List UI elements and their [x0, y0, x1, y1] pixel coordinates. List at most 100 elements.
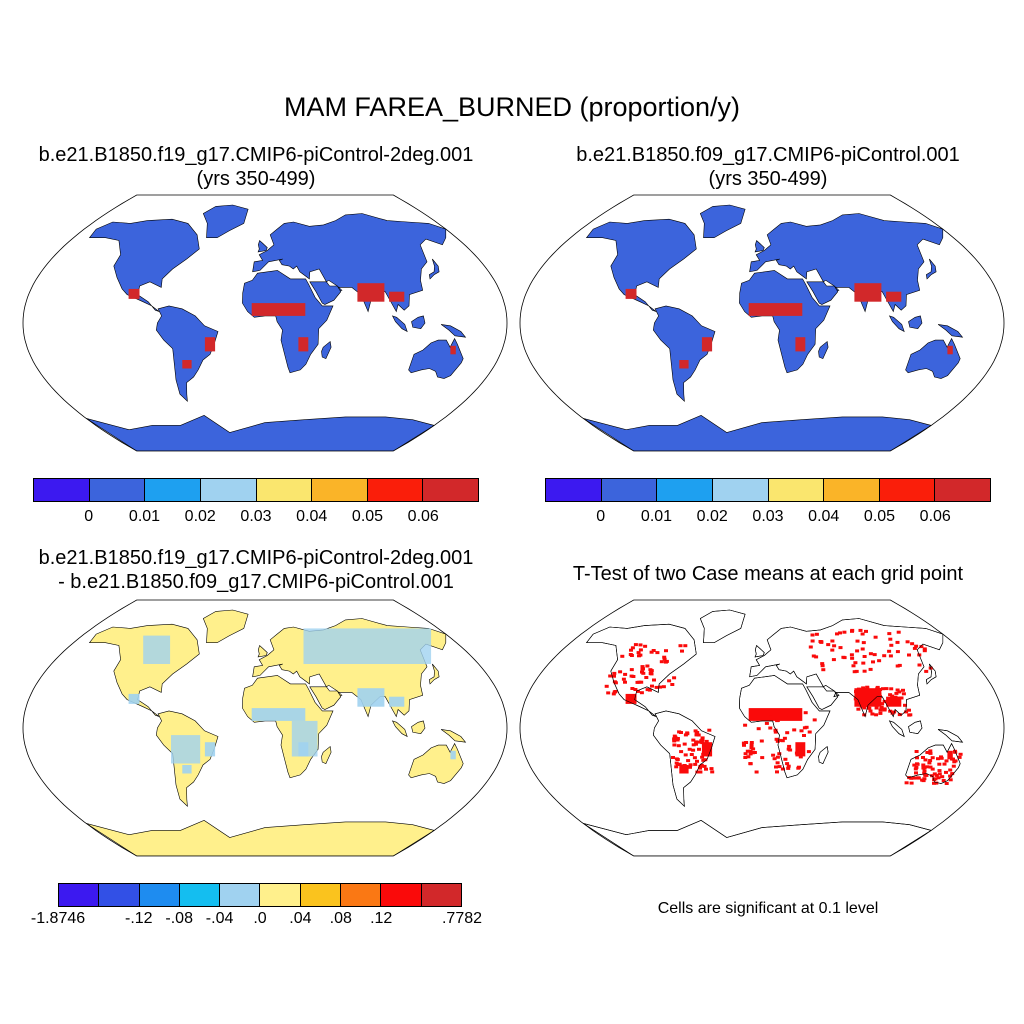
continent-uk	[257, 239, 268, 253]
signif-cell	[780, 739, 785, 743]
map-border	[22, 599, 508, 857]
continent-japan	[428, 663, 440, 685]
signif-cell	[612, 671, 617, 675]
map-border	[519, 194, 1005, 452]
signif-cell	[868, 709, 873, 713]
signif-cell	[649, 650, 654, 654]
signif-cell	[691, 738, 696, 742]
signif-cell	[756, 727, 761, 731]
signif-cell	[679, 731, 683, 734]
signif-cell	[695, 770, 700, 774]
signif-cell	[820, 664, 825, 668]
signif-cell	[620, 654, 625, 658]
signif-cell	[889, 687, 894, 691]
signif-cell	[865, 704, 869, 708]
signif-cell	[691, 748, 696, 752]
colorbar-swatch	[381, 884, 422, 906]
colorbar-swatch	[89, 479, 146, 501]
signif-cell	[636, 689, 640, 693]
signif-cell	[937, 772, 942, 776]
signif-cell	[745, 749, 750, 753]
signif-cell	[786, 764, 791, 768]
signif-cell	[608, 674, 613, 678]
signif-cell	[743, 752, 748, 756]
signif-cell	[649, 672, 654, 676]
signif-cell	[682, 768, 687, 772]
signif-cell	[907, 653, 911, 657]
signif-cell	[903, 703, 907, 707]
coastline-australia	[905, 742, 961, 784]
signif-cell	[872, 691, 877, 695]
signif-cell	[812, 718, 817, 722]
signif-cell	[830, 639, 835, 643]
signif-cell	[849, 653, 854, 657]
signif-cell	[746, 755, 751, 759]
significance-note: Cells are significant at 0.1 level	[657, 900, 879, 917]
panel4-title-line1: T-Test of two Case means at each grid po…	[572, 563, 964, 585]
signif-cell	[863, 688, 868, 691]
signif-cell	[678, 644, 683, 648]
signif-cell	[692, 756, 697, 760]
continent-europe-asia	[749, 213, 944, 313]
signif-cell	[850, 628, 855, 632]
signif-cell	[679, 750, 684, 754]
signif-cell	[925, 765, 930, 769]
continent-new-guinea	[937, 324, 964, 338]
signif-cell	[664, 649, 668, 653]
signif-cell	[928, 749, 933, 753]
signif-cell	[673, 735, 678, 739]
signif-cell	[749, 746, 754, 749]
signif-cell	[950, 772, 955, 776]
signif-cell	[752, 751, 757, 754]
field-region	[748, 303, 803, 316]
field-region	[291, 720, 318, 757]
signif-cell	[618, 670, 623, 674]
continent-africa	[739, 675, 831, 779]
signif-cell	[628, 653, 633, 656]
signif-cell	[748, 749, 753, 753]
continent-japan	[925, 258, 937, 280]
signif-cell	[914, 771, 918, 775]
signif-cell	[693, 762, 698, 766]
signif-cell	[897, 690, 902, 694]
coastline-antarctica	[582, 820, 932, 856]
continent-madagascar	[818, 340, 829, 359]
signif-cell	[937, 762, 942, 766]
signif-cell	[859, 692, 864, 696]
signif-cell	[893, 695, 898, 699]
colorbar-swatch	[657, 479, 713, 501]
signif-cell	[672, 739, 677, 743]
signif-cell	[910, 642, 915, 646]
signif-cell	[700, 736, 705, 740]
signif-cell	[683, 753, 688, 757]
signif-cell	[934, 781, 939, 785]
colorbar-tick-label: 0.04	[808, 508, 840, 525]
panel1-title-line2: (yrs 350-499)	[196, 168, 316, 190]
signif-cell	[912, 776, 917, 780]
signif-cell	[686, 759, 691, 763]
field-region	[182, 360, 192, 369]
signif-cell	[820, 662, 825, 666]
colorbar-tick-label: 0	[596, 508, 606, 525]
signif-cell	[897, 663, 902, 667]
signif-cell	[912, 763, 917, 767]
signif-cell	[936, 757, 940, 761]
colorbar-tick-label: .08	[329, 910, 352, 927]
field-region	[251, 303, 306, 316]
signif-cell	[783, 716, 788, 720]
signif-cell	[878, 708, 883, 712]
signif-cell	[773, 728, 778, 732]
signif-cell	[771, 753, 776, 757]
signif-cell	[783, 757, 788, 761]
continent-north-america	[585, 218, 697, 312]
signif-cell	[895, 650, 900, 654]
colorbar-tick-label: 0.01	[640, 508, 673, 525]
signif-cell	[842, 630, 847, 634]
signif-cell	[778, 738, 783, 742]
signif-cell	[797, 765, 801, 769]
signif-cell	[896, 696, 901, 700]
signif-cell	[787, 744, 792, 748]
signif-cell	[772, 757, 777, 761]
signif-cell	[630, 646, 635, 650]
continent-south-america	[155, 305, 219, 402]
